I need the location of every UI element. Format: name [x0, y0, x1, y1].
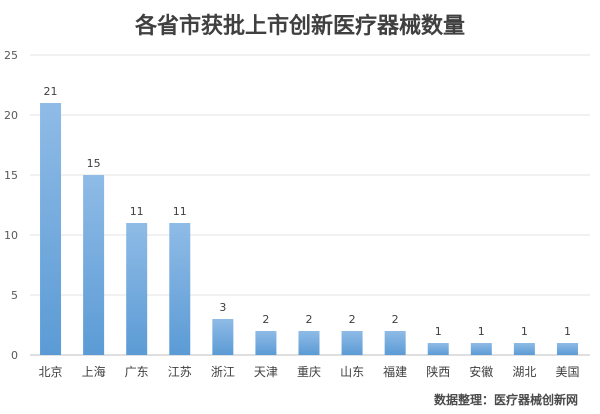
grid-lines: [30, 54, 590, 356]
bar-安徽: [470, 343, 492, 355]
bar-山东: [341, 331, 363, 355]
bar-美国: [556, 343, 578, 355]
bar-浙江: [212, 319, 234, 355]
bar-江苏: [169, 223, 191, 355]
bar-上海: [83, 175, 105, 355]
x-tick-label: 上海: [82, 364, 106, 379]
bar-重庆: [298, 331, 320, 355]
y-tick-label: 20: [4, 109, 18, 122]
x-tick-label: 美国: [555, 365, 579, 379]
data-label: 1: [521, 325, 528, 338]
y-tick-label: 10: [4, 229, 18, 242]
bar-陕西: [427, 343, 449, 355]
y-tick-label: 5: [11, 289, 18, 302]
data-label: 11: [130, 205, 144, 218]
x-tick-label: 江苏: [168, 365, 192, 379]
y-tick-label: 25: [4, 49, 18, 62]
y-tick-label: 15: [4, 169, 18, 182]
x-tick-label: 湖北: [512, 364, 536, 379]
x-tick-label: 广东: [125, 365, 149, 379]
data-label: 1: [435, 325, 442, 338]
x-tick-label: 重庆: [297, 365, 321, 379]
data-label: 11: [173, 205, 187, 218]
source-note: 数据整理：医疗器械创新网: [433, 393, 578, 407]
data-label: 2: [306, 313, 313, 326]
x-tick-label: 山东: [340, 365, 364, 379]
bar-福建: [384, 331, 406, 355]
data-label: 15: [87, 157, 101, 170]
x-tick-label: 北京: [39, 365, 63, 379]
x-tick-label: 天津: [254, 365, 278, 379]
data-label: 2: [349, 313, 356, 326]
bar-广东: [126, 223, 148, 355]
bar-北京: [40, 103, 62, 355]
bar-湖北: [513, 343, 535, 355]
x-tick-label: 福建: [383, 364, 407, 379]
data-label: 2: [392, 313, 399, 326]
y-axis-ticks: 0 5 10 15 20 25: [4, 49, 18, 362]
x-tick-label: 陕西: [426, 364, 450, 379]
data-label: 21: [44, 85, 58, 98]
data-label: 3: [219, 301, 226, 314]
x-tick-label: 安徽: [469, 364, 493, 379]
x-tick-label: 浙江: [211, 365, 235, 379]
data-label: 2: [262, 313, 269, 326]
x-axis-ticks: 北京 上海 广东 江苏 浙江 天津 重庆 山东 福建 陕西 安徽 湖北 美国: [39, 364, 580, 379]
data-label: 1: [564, 325, 571, 338]
bar-天津: [255, 331, 277, 355]
chart-title: 各省市获批上市创新医疗器械数量: [134, 14, 465, 39]
y-tick-label: 0: [11, 349, 18, 362]
data-label: 1: [478, 325, 485, 338]
bars: [40, 103, 578, 355]
